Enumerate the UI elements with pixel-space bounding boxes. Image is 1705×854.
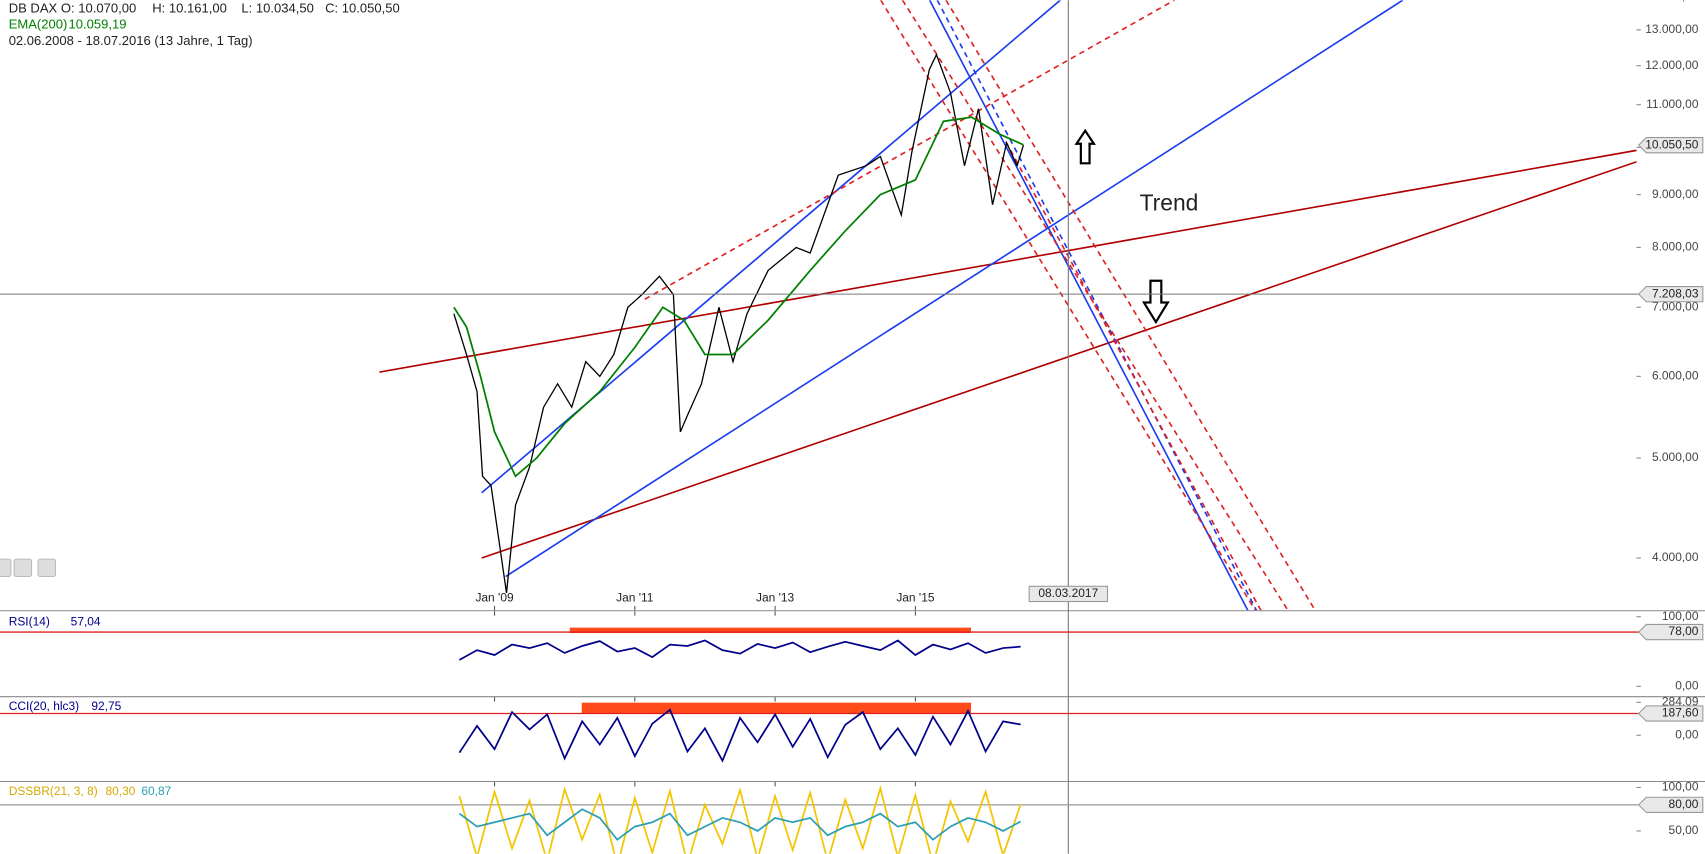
rsi-legend: RSI(14) [9, 614, 50, 628]
value-box-label: 78,00 [1669, 624, 1699, 638]
value-box [1637, 285, 1704, 303]
value-box-label: 7.208,03 [1652, 286, 1699, 300]
highlight-bar [581, 702, 972, 714]
series-group [458, 708, 1021, 763]
y-tick-label: 7.000,00 [1652, 299, 1699, 313]
trendline [1005, 141, 1262, 611]
tool-button[interactable] [13, 558, 33, 578]
series-line [458, 639, 1021, 661]
series-line [453, 116, 1024, 478]
ohlc: C: 10.050,50 [325, 0, 400, 15]
rsi-value: 57,04 [71, 614, 101, 628]
x-tick-label: Jan '09 [475, 590, 514, 604]
subtitle: 02.06.2008 - 18.07.2016 (13 Jahre, 1 Tag… [9, 33, 253, 48]
series-group [458, 785, 1022, 854]
value-box [1637, 796, 1704, 814]
cci-value: 92,75 [91, 699, 121, 713]
instrument: DB DAX [9, 0, 58, 15]
ohlc: H: 10.161,00 [152, 0, 227, 15]
trendline [644, 0, 1175, 300]
dss-d-value: 60,87 [141, 784, 171, 798]
y-tick-label: 13.000,00 [1645, 22, 1699, 36]
y-tick-label: 14.000,00 [1645, 0, 1699, 3]
panel-separators [0, 610, 1705, 783]
series-line [458, 785, 1022, 854]
tool-button[interactable] [0, 558, 12, 578]
trendline [379, 149, 1637, 373]
value-box [1637, 623, 1704, 641]
y-tick-label: 6.000,00 [1652, 368, 1699, 382]
ohlc: L: 10.034,50 [241, 0, 313, 15]
y-tick-label: 100,00 [1662, 780, 1699, 794]
value-box-label: 187,60 [1662, 706, 1699, 720]
dss-legend: DSSBR(21, 3, 8) [9, 784, 98, 798]
series-group [458, 639, 1021, 661]
trendline [880, 0, 1257, 611]
arrows [1074, 128, 1170, 325]
value-box [1637, 705, 1704, 722]
series-group [453, 53, 1025, 594]
y-tick-label: 0,00 [1675, 678, 1699, 692]
x-tick-label: Jan '13 [756, 590, 795, 604]
y-tick-label: 8.000,00 [1652, 240, 1699, 254]
series-line [453, 53, 1025, 594]
y-tick-label: 0,00 [1675, 727, 1699, 741]
y-tick-label: 9.000,00 [1652, 187, 1699, 201]
date-box [1028, 585, 1109, 603]
annotation: Trend [1140, 190, 1199, 216]
trendline [936, 0, 1258, 611]
trendline [481, 160, 1637, 559]
date-box-label: 08.03.2017 [1038, 586, 1098, 600]
highlight-bar [569, 627, 972, 634]
y-tick-label: 284,09 [1662, 694, 1699, 708]
ema-value: 10.059,19 [69, 17, 127, 32]
dss-k-value: 80,30 [105, 784, 135, 798]
tool-button[interactable] [37, 558, 56, 578]
trendline [945, 0, 1317, 611]
y-tick-label: 50,00 [1669, 823, 1699, 837]
y-tick-label: 100,00 [1662, 609, 1699, 623]
series-line [458, 708, 1021, 763]
series-line [458, 808, 1022, 841]
toolbar [0, 558, 56, 578]
trendline [901, 0, 1289, 611]
value-box-label: 10.050,50 [1645, 137, 1699, 151]
arrow-up [1074, 128, 1096, 165]
trendline [505, 0, 1404, 578]
ema-legend: EMA(200) [9, 17, 68, 32]
y-tick-label: 12.000,00 [1645, 58, 1699, 72]
cci-legend: CCI(20, hlc3) [9, 699, 79, 713]
trendline [928, 0, 1249, 611]
arrow-down [1141, 279, 1170, 325]
y-tick-label: 11.000,00 [1646, 97, 1699, 111]
y-tick-label: 4.000,00 [1652, 550, 1699, 564]
trendlines [379, 0, 1637, 611]
value-box [1637, 137, 1704, 154]
y-tick-label: 5.000,00 [1652, 450, 1699, 464]
ohlc: O: 10.070,00 [61, 0, 136, 15]
value-box-label: 80,00 [1669, 797, 1699, 811]
x-tick-label: Jan '15 [896, 590, 935, 604]
x-tick-label: Jan '11 [616, 590, 654, 604]
